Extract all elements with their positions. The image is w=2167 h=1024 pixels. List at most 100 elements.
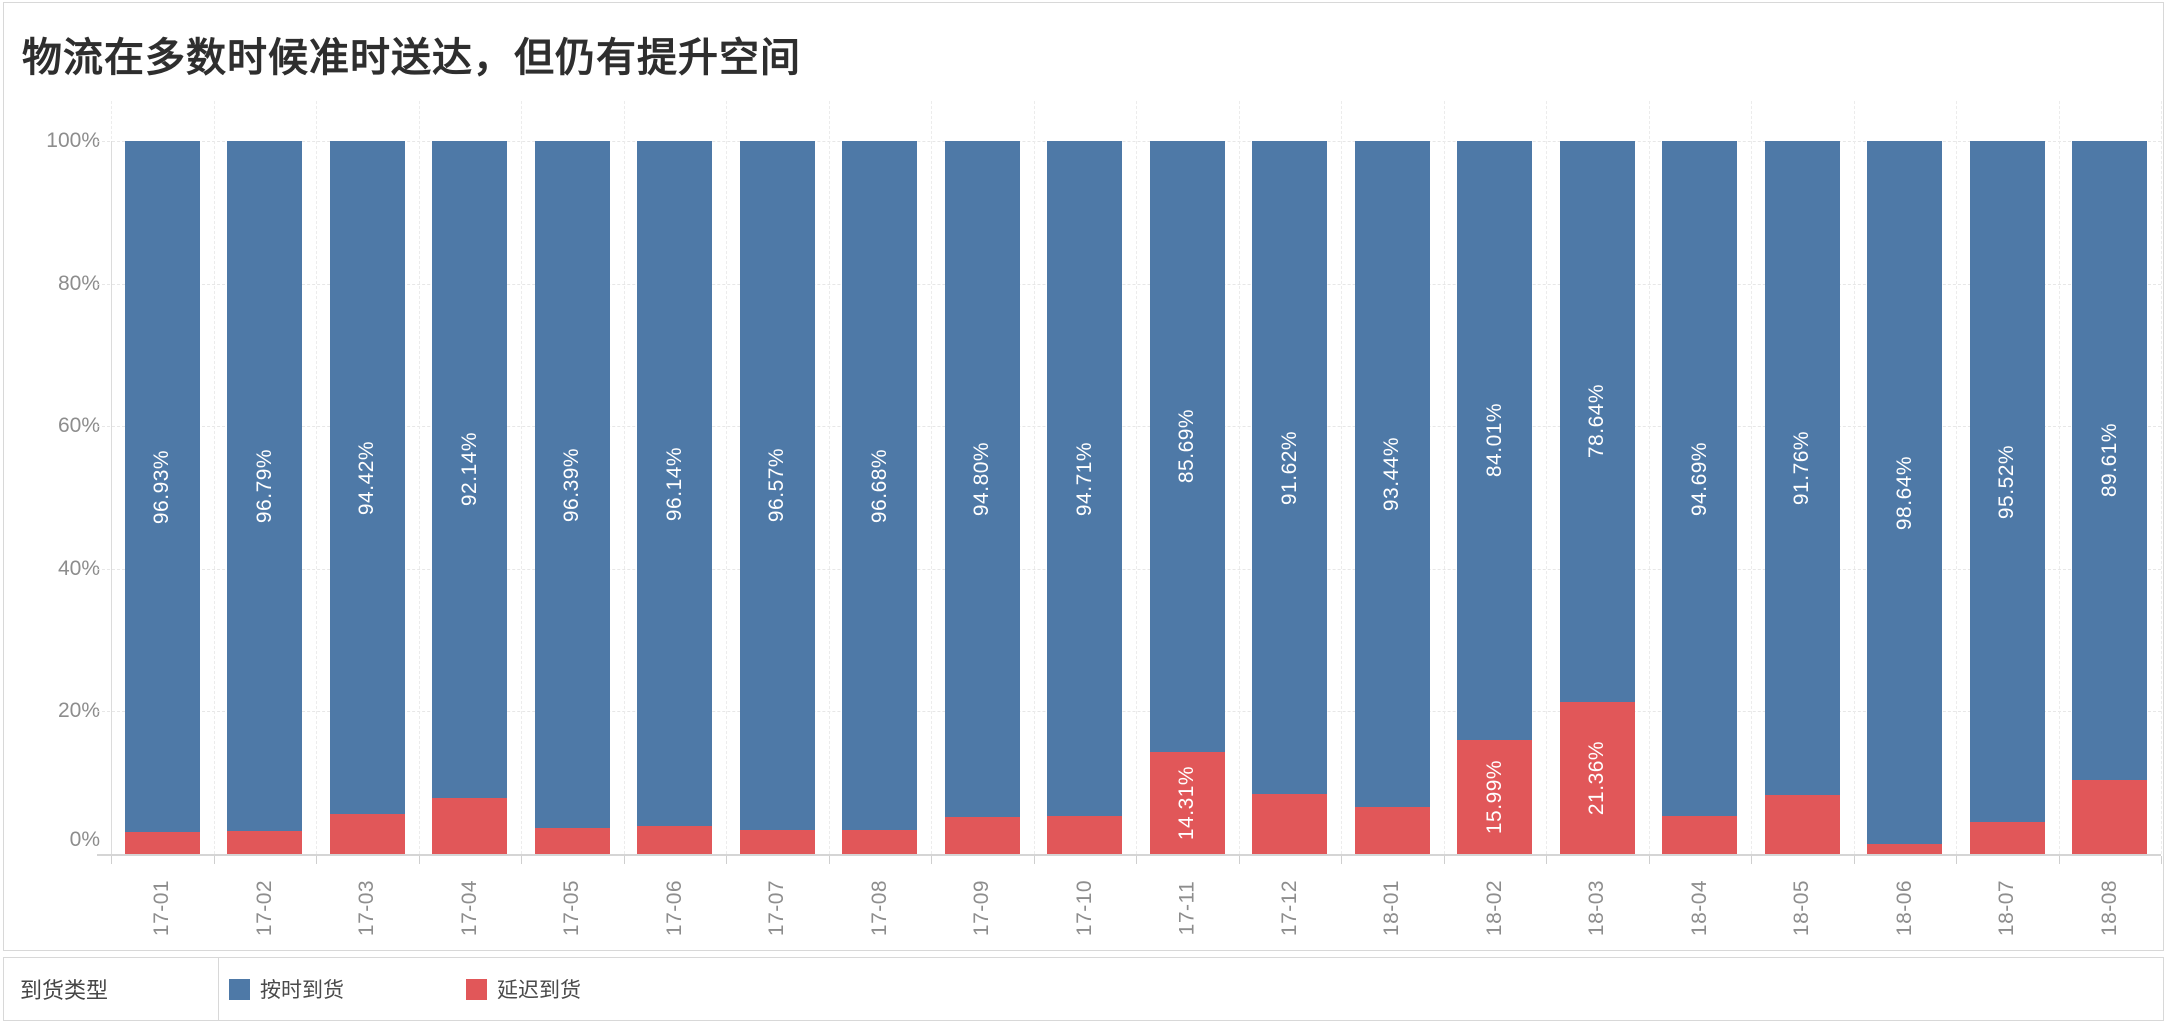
bar-segment-delayed-18-03[interactable]: 21.36% xyxy=(1559,701,1635,854)
x-axis-tick xyxy=(418,856,420,864)
bar-segment-on-time-17-08[interactable]: 96.68% xyxy=(842,141,918,831)
x-axis-tick xyxy=(931,856,932,864)
x-tick-label-17-06: 17-06 xyxy=(624,863,727,953)
y-tick-label-60: 60% xyxy=(57,414,100,438)
x-axis-tick xyxy=(1238,856,1240,864)
bar-segment-on-time-17-05[interactable]: 96.39% xyxy=(534,141,610,829)
bar-segment-on-time-17-03[interactable]: 94.42% xyxy=(329,141,405,815)
x-tick-label-17-03: 17-03 xyxy=(316,863,419,953)
bar-stack-17-07: 96.57% xyxy=(739,141,815,854)
column-gridline xyxy=(1751,101,1752,854)
legend-item-delayed[interactable]: 延迟到货 xyxy=(466,974,581,1004)
x-axis-tick xyxy=(1443,856,1445,864)
x-tick-label-18-03: 18-03 xyxy=(1546,863,1649,953)
bar-segment-on-time-18-03[interactable]: 78.64% xyxy=(1559,141,1635,702)
column-gridline xyxy=(521,101,522,854)
bar-segment-delayed-18-04[interactable] xyxy=(1662,816,1738,854)
bar-stack-17-11: 85.69% 14.31% xyxy=(1149,141,1225,854)
gridline-60 xyxy=(97,426,2161,428)
bar-segment-on-time-17-09[interactable]: 94.80% xyxy=(944,141,1020,817)
x-axis-tick xyxy=(1956,856,1957,864)
bar-segment-delayed-17-01[interactable] xyxy=(124,832,200,854)
x-tick-label-17-10: 17-10 xyxy=(1034,863,1137,953)
bar-value-label-on-time: 95.52% xyxy=(1995,444,2019,519)
bar-segment-on-time-18-05[interactable]: 91.76% xyxy=(1764,141,1840,796)
bar-segment-on-time-17-10[interactable]: 94.71% xyxy=(1047,141,1123,817)
x-tick-label-text: 18-07 xyxy=(1995,879,2019,937)
bar-segment-on-time-17-04[interactable]: 92.14% xyxy=(432,141,508,798)
bar-segment-delayed-17-08[interactable] xyxy=(842,830,918,854)
bar-segment-on-time-18-07[interactable]: 95.52% xyxy=(1969,141,2045,823)
bar-segment-on-time-17-06[interactable]: 96.14% xyxy=(637,141,713,827)
column-gridline xyxy=(931,101,932,854)
x-tick-label-text: 18-02 xyxy=(1482,879,1506,937)
bar-segment-delayed-17-05[interactable] xyxy=(534,828,610,854)
bar-segment-on-time-18-06[interactable]: 98.64% xyxy=(1867,141,1943,845)
y-tick-label-0: 0% xyxy=(69,828,100,851)
bar-segment-delayed-17-12[interactable] xyxy=(1252,794,1328,854)
x-tick-label-17-07: 17-07 xyxy=(726,863,829,953)
bar-segment-delayed-18-08[interactable] xyxy=(2072,779,2148,854)
bar-segment-on-time-17-01[interactable]: 96.93% xyxy=(124,141,200,833)
x-tick-label-18-02: 18-02 xyxy=(1444,863,1547,953)
column-gridline xyxy=(2058,101,2060,854)
x-tick-label-text: 17-02 xyxy=(252,879,276,937)
bar-stack-17-04: 92.14% xyxy=(432,141,508,854)
legend-item-on-time[interactable]: 按时到货 xyxy=(229,974,344,1004)
bar-segment-delayed-17-07[interactable] xyxy=(739,829,815,854)
x-axis-tick xyxy=(1546,856,1547,864)
bar-stack-17-10: 94.71% xyxy=(1047,141,1123,854)
bar-17-06: 96.14% xyxy=(624,141,727,854)
bar-value-label-on-time: 96.14% xyxy=(662,446,686,521)
x-tick-label-text: 17-09 xyxy=(970,879,994,937)
x-tick-label-text: 17-11 xyxy=(1175,880,1199,936)
bar-value-label-on-time: 93.44% xyxy=(1380,436,1404,512)
bar-segment-delayed-17-11[interactable]: 14.31% xyxy=(1149,751,1225,854)
x-tick-label-text: 17-07 xyxy=(765,879,789,937)
bar-segment-delayed-18-06[interactable] xyxy=(1867,844,1943,854)
bar-segment-delayed-17-04[interactable] xyxy=(432,797,508,854)
bar-value-label-delayed: 14.31% xyxy=(1175,765,1199,841)
legend-swatch-delayed xyxy=(466,978,487,1000)
x-tick-label-text: 18-01 xyxy=(1380,879,1404,937)
bar-segment-delayed-18-02[interactable]: 15.99% xyxy=(1457,739,1533,854)
bar-segment-delayed-17-03[interactable] xyxy=(329,814,405,854)
bar-segment-on-time-17-07[interactable]: 96.57% xyxy=(739,141,815,830)
bar-segment-on-time-18-02[interactable]: 84.01% xyxy=(1457,141,1533,740)
x-tick-label-text: 17-01 xyxy=(150,879,174,937)
bar-segment-delayed-17-06[interactable] xyxy=(637,826,713,854)
gridline-40 xyxy=(97,568,2161,570)
bar-segment-on-time-18-04[interactable]: 94.69% xyxy=(1662,141,1738,817)
bar-segment-on-time-17-11[interactable]: 85.69% xyxy=(1149,141,1225,752)
column-gridline xyxy=(1341,101,1342,854)
bar-stack-17-12: 91.62% xyxy=(1252,141,1328,854)
gridline-80 xyxy=(97,283,2161,285)
bar-segment-delayed-17-02[interactable] xyxy=(227,831,303,854)
x-tick-label-text: 18-03 xyxy=(1585,879,1609,937)
bar-value-label-on-time: 91.62% xyxy=(1277,430,1301,505)
bar-segment-delayed-18-01[interactable] xyxy=(1354,807,1430,854)
x-tick-label-text: 18-05 xyxy=(1790,879,1814,937)
column-gridline xyxy=(316,101,317,854)
x-axis-tick xyxy=(1853,856,1855,864)
bar-segment-delayed-18-07[interactable] xyxy=(1969,822,2045,854)
x-tick-label-18-04: 18-04 xyxy=(1649,863,1752,953)
x-tick-label-text: 17-04 xyxy=(457,879,481,937)
bar-segment-on-time-18-08[interactable]: 89.61% xyxy=(2072,141,2148,780)
bar-17-02: 96.79% xyxy=(214,141,317,854)
x-axis-tick xyxy=(2161,856,2162,864)
bar-17-07: 96.57% xyxy=(726,141,829,854)
bar-value-label-on-time: 94.69% xyxy=(1687,441,1711,516)
bar-segment-on-time-17-12[interactable]: 91.62% xyxy=(1252,141,1328,795)
bar-segment-on-time-17-02[interactable]: 96.79% xyxy=(227,141,303,832)
bar-segment-delayed-17-10[interactable] xyxy=(1047,816,1123,854)
bar-segment-delayed-18-05[interactable] xyxy=(1764,795,1840,854)
column-gridline xyxy=(1238,101,1240,854)
gridline-100 xyxy=(97,141,2161,142)
bar-value-label-on-time: 96.39% xyxy=(560,447,584,522)
x-tick-label-text: 18-08 xyxy=(2097,879,2121,937)
bar-segment-on-time-18-01[interactable]: 93.44% xyxy=(1354,141,1430,808)
bar-value-label-on-time: 94.80% xyxy=(970,441,994,517)
bar-segment-delayed-17-09[interactable] xyxy=(944,816,1020,854)
bar-stack-17-09: 94.80% xyxy=(944,141,1020,854)
